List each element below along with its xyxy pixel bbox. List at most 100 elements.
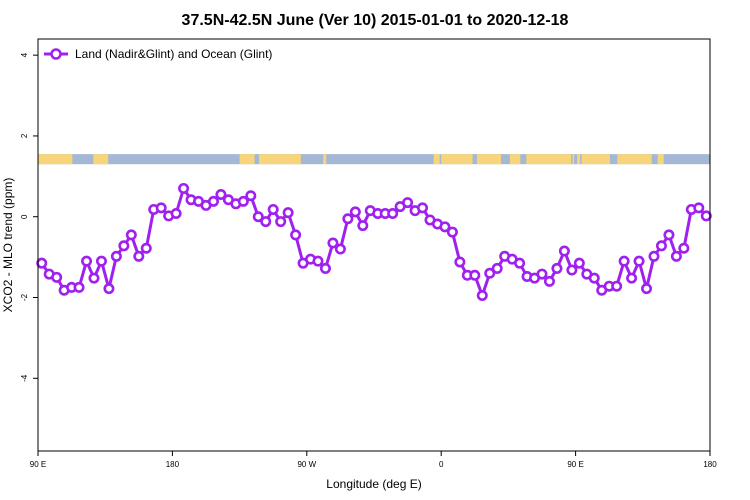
- data-point: [103, 283, 115, 295]
- land-segment: [487, 154, 501, 165]
- land-segment: [577, 154, 581, 165]
- x-tick-label: 0: [439, 460, 444, 469]
- data-point: [484, 267, 496, 279]
- data-point: [125, 229, 137, 241]
- land-segment: [509, 154, 521, 165]
- data-point: [155, 202, 167, 214]
- legend: Land (Nadir&Glint) and Ocean (Glint): [44, 47, 272, 61]
- y-axis-label: XCO2 - MLO trend (ppm): [1, 178, 15, 313]
- data-point: [551, 262, 563, 274]
- data-point: [536, 268, 548, 280]
- data-point: [641, 283, 653, 295]
- data-point: [417, 202, 429, 214]
- data-point: [178, 182, 190, 194]
- y-tick-label: 4: [20, 52, 29, 57]
- data-point: [670, 250, 682, 262]
- x-tick-label: 90 E: [30, 460, 46, 469]
- data-point: [611, 280, 623, 292]
- data-point: [342, 213, 354, 225]
- data-point: [439, 221, 451, 233]
- y-tick-label: 0: [20, 214, 29, 219]
- data-point: [275, 216, 287, 228]
- data-point: [469, 269, 481, 281]
- data-point: [88, 272, 100, 284]
- data-point: [387, 207, 399, 219]
- x-axis: 90 E 180 90 W 0 90 E 180: [30, 451, 717, 469]
- plot-frame: [37, 38, 711, 452]
- x-tick-label: 180: [166, 460, 180, 469]
- data-point: [566, 264, 578, 276]
- land-segment: [259, 154, 301, 165]
- data-point: [327, 237, 339, 249]
- data-point: [237, 195, 249, 207]
- data-point: [648, 250, 660, 262]
- data-point: [215, 189, 227, 201]
- data-point: [133, 250, 145, 262]
- land-segment: [581, 154, 610, 165]
- data-point: [73, 281, 85, 293]
- data-point: [357, 220, 369, 232]
- data-point: [655, 240, 667, 252]
- y-tick-label: 2: [20, 133, 29, 138]
- data-point: [618, 255, 630, 267]
- land-ocean-band: [38, 154, 710, 165]
- data-point: [51, 271, 63, 283]
- x-tick-label: 90 E: [567, 460, 583, 469]
- land-segment: [526, 154, 572, 165]
- data-point: [282, 207, 294, 219]
- data-point: [81, 255, 93, 267]
- data-point: [95, 255, 107, 267]
- data-point: [558, 245, 570, 257]
- legend-entry-label: Land (Nadir&Glint) and Ocean (Glint): [75, 47, 272, 61]
- data-point: [476, 289, 488, 301]
- land-segment: [38, 154, 73, 165]
- data-point: [543, 275, 555, 287]
- legend-marker: [50, 48, 62, 60]
- y-tick-label: -2: [20, 293, 29, 301]
- data-point: [36, 257, 48, 269]
- data-point: [267, 203, 279, 215]
- x-tick-label: 180: [703, 460, 717, 469]
- x-tick-label: 90 W: [297, 460, 316, 469]
- data-point: [514, 257, 526, 269]
- data-point: [663, 229, 675, 241]
- y-axis: 4 2 0 -2 -4: [20, 52, 38, 382]
- land-segment: [93, 154, 109, 165]
- land-segment: [239, 154, 255, 165]
- data-point: [260, 216, 272, 228]
- land-segment: [433, 154, 440, 165]
- series-layer: [36, 182, 712, 301]
- data-point: [290, 229, 302, 241]
- ocean-band: [38, 154, 710, 165]
- data-point: [207, 195, 219, 207]
- series-line: [40, 187, 708, 297]
- data-point: [334, 243, 346, 255]
- land-segment: [572, 154, 575, 165]
- data-point: [118, 240, 130, 252]
- land-segment: [657, 154, 664, 165]
- chart-title: 37.5N-42.5N June (Ver 10) 2015-01-01 to …: [182, 12, 569, 29]
- data-point: [170, 207, 182, 219]
- data-point: [252, 211, 264, 223]
- land-segment: [477, 154, 489, 165]
- data-point: [633, 255, 645, 267]
- data-point: [446, 226, 458, 238]
- data-point: [349, 206, 361, 218]
- land-segment: [617, 154, 621, 165]
- data-point: [245, 190, 257, 202]
- data-point: [140, 242, 152, 254]
- x-axis-label: Longitude (deg E): [326, 477, 421, 491]
- data-point: [588, 272, 600, 284]
- data-point: [678, 242, 690, 254]
- data-point: [110, 250, 122, 262]
- land-segment: [323, 154, 327, 165]
- data-point: [491, 262, 503, 274]
- y-tick-label: -4: [20, 374, 29, 382]
- data-point: [454, 256, 466, 268]
- data-point: [573, 257, 585, 269]
- data-point: [700, 210, 712, 222]
- data-point: [626, 272, 638, 284]
- data-point: [312, 255, 324, 267]
- data-point: [402, 197, 414, 209]
